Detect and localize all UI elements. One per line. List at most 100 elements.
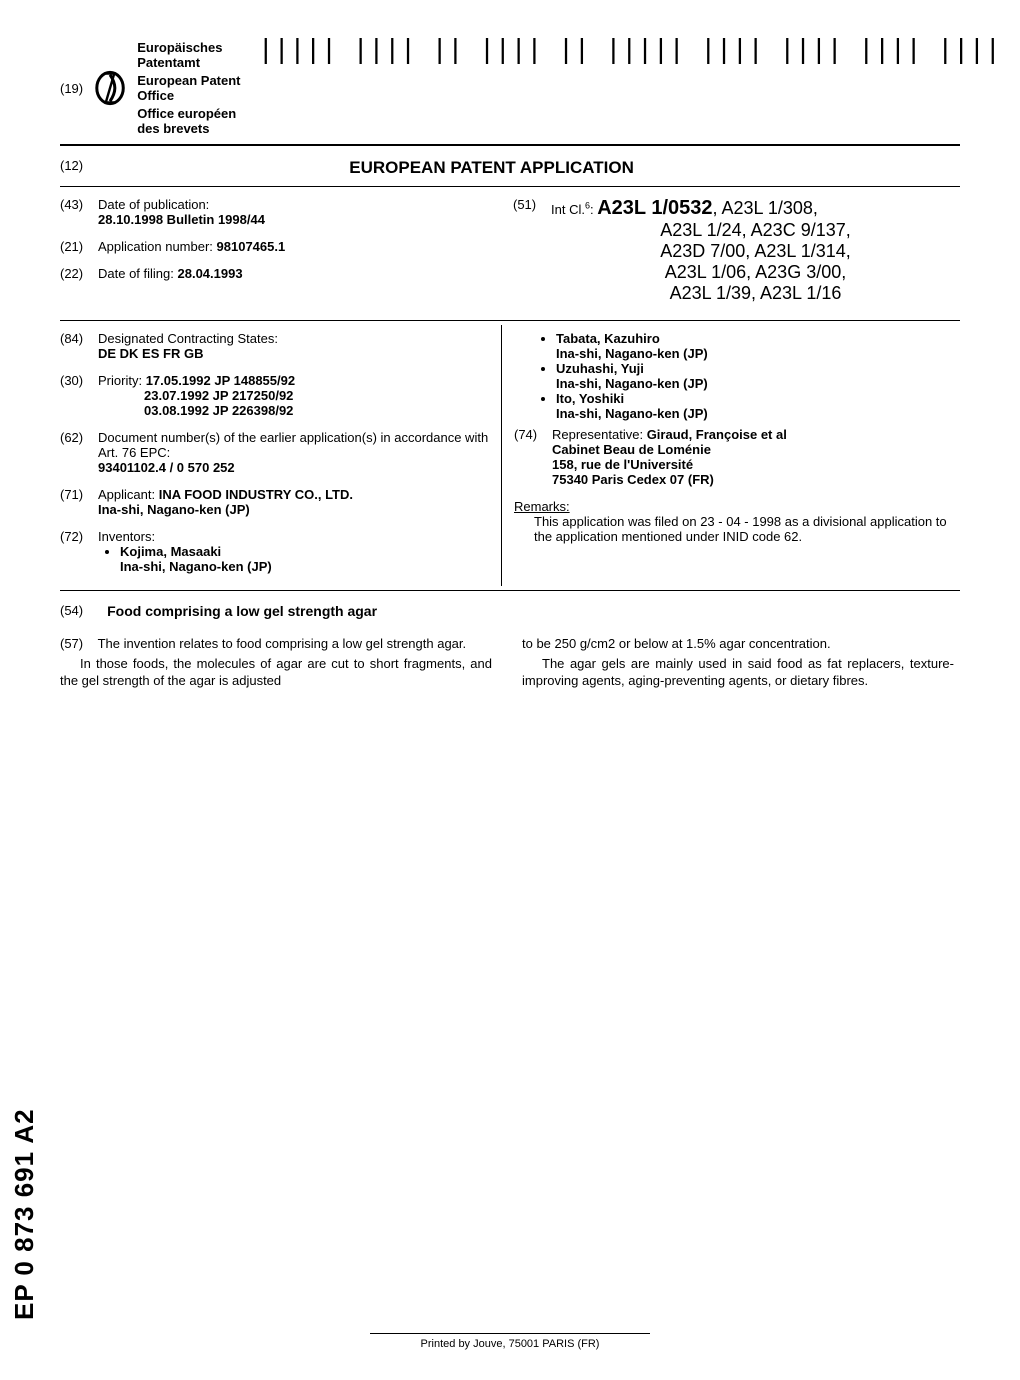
code-54: (54) [60, 603, 83, 619]
list-item: Tabata, Kazuhiro Ina-shi, Nagano-ken (JP… [556, 331, 960, 361]
label-72: Inventors: [98, 529, 489, 544]
abstract-p4: The agar gels are mainly used in said fo… [522, 655, 954, 690]
biblio-middle-left: (84) Designated Contracting States: DE D… [60, 325, 501, 586]
intcl-rest1: , A23L 1/308, [713, 198, 818, 218]
rep-line4: 75340 Paris Cedex 07 (FR) [552, 472, 960, 487]
code-84: (84) [60, 331, 92, 361]
entry-84: (84) Designated Contracting States: DE D… [60, 331, 489, 361]
divider-line [60, 590, 960, 591]
list-item: Ito, Yoshiki Ina-shi, Nagano-ken (JP) [556, 391, 960, 421]
remarks-text: This application was filed on 23 - 04 - … [514, 514, 960, 544]
footer-text: Printed by Jouve, 75001 PARIS (FR) [421, 1338, 600, 1350]
abstract: (57) The invention relates to food compr… [60, 635, 960, 692]
inventor-name: Ito, Yoshiki [556, 391, 624, 406]
divider-line [60, 186, 960, 187]
entry-43: (43) Date of publication: 28.10.1998 Bul… [60, 197, 489, 227]
title-row: (12) EUROPEAN PATENT APPLICATION [60, 158, 960, 178]
rep-name: Giraud, Françoise et al [647, 427, 787, 442]
value-71b: Ina-shi, Nagano-ken (JP) [98, 502, 489, 517]
code-12: (12) [60, 158, 83, 178]
inventor-name: Tabata, Kazuhiro [556, 331, 660, 346]
biblio-top: (43) Date of publication: 28.10.1998 Bul… [60, 191, 960, 316]
barcode-column: ||||| |||| || |||| || ||||| |||| |||| ||… [257, 40, 1020, 101]
priority-2: 23.07.1992 JP 217250/92 [98, 388, 489, 403]
inventors-list-right: Tabata, Kazuhiro Ina-shi, Nagano-ken (JP… [542, 331, 960, 421]
entry-22: (22) Date of filing: 28.04.1993 [60, 266, 489, 281]
entry-30: (30) Priority: 17.05.1992 JP 148855/92 2… [60, 373, 489, 418]
inventor-name: Kojima, Masaaki [120, 544, 221, 559]
label-22: Date of filing: [98, 266, 174, 281]
code-62: (62) [60, 430, 92, 475]
abstract-p1: The invention relates to food comprising… [98, 636, 467, 651]
code-19: (19) [60, 81, 83, 96]
section-54: (54) Food comprising a low gel strength … [60, 603, 960, 619]
office-names: Europäisches Patentamt European Patent O… [137, 40, 242, 136]
abstract-col-left: (57) The invention relates to food compr… [60, 635, 492, 692]
value-43: 28.10.1998 Bulletin 1998/44 [98, 212, 489, 227]
header: (19) Europäisches Patentamt European Pat… [60, 40, 960, 136]
entry-74: (74) Representative: Giraud, Françoise e… [514, 427, 960, 487]
priority-1: 17.05.1992 JP 148855/92 [146, 373, 295, 388]
office-de: Europäisches Patentamt [137, 40, 242, 70]
label-74: Representative: [552, 427, 643, 442]
intcl-line4: A23L 1/06, A23G 3/00, [551, 262, 960, 283]
biblio-middle-right: Tabata, Kazuhiro Ina-shi, Nagano-ken (JP… [501, 325, 960, 586]
entry-51: (51) Int Cl.6: A23L 1/0532, A23L 1/308, … [513, 197, 960, 304]
value-22: 28.04.1993 [178, 266, 243, 281]
intcl-line5: A23L 1/39, A23L 1/16 [551, 283, 960, 304]
abstract-p2: In those foods, the molecules of agar ar… [60, 655, 492, 690]
biblio-middle: (84) Designated Contracting States: DE D… [60, 325, 960, 586]
remarks-block: Remarks: This application was filed on 2… [514, 499, 960, 544]
logo-cell: (19) Europäisches Patentamt European Pat… [60, 40, 242, 136]
remarks-label: Remarks: [514, 499, 570, 514]
side-publication-number: EP 0 873 691 A2 [9, 1108, 40, 1320]
invention-title: Food comprising a low gel strength agar [107, 603, 377, 619]
code-71: (71) [60, 487, 92, 517]
rep-line2: Cabinet Beau de Loménie [552, 442, 960, 457]
office-fr: Office européen des brevets [137, 106, 242, 136]
code-22: (22) [60, 266, 92, 281]
label-43: Date of publication: [98, 197, 489, 212]
biblio-top-right: (51) Int Cl.6: A23L 1/0532, A23L 1/308, … [501, 191, 960, 316]
label-21: Application number: [98, 239, 213, 254]
code-30: (30) [60, 373, 92, 418]
priority-3: 03.08.1992 JP 226398/92 [98, 403, 489, 418]
divider-line [60, 144, 960, 146]
entry-71: (71) Applicant: INA FOOD INDUSTRY CO., L… [60, 487, 489, 517]
list-item: Kojima, Masaaki Ina-shi, Nagano-ken (JP) [120, 544, 489, 574]
inventor-address: Ina-shi, Nagano-ken (JP) [556, 346, 708, 361]
code-51: (51) [513, 197, 545, 304]
divider-line [60, 320, 960, 321]
inventor-address: Ina-shi, Nagano-ken (JP) [120, 559, 272, 574]
office-en: European Patent Office [137, 73, 242, 103]
label-62: Document number(s) of the earlier applic… [98, 430, 489, 460]
value-71a: INA FOOD INDUSTRY CO., LTD. [159, 487, 353, 502]
value-62: 93401102.4 / 0 570 252 [98, 460, 489, 475]
value-84: DE DK ES FR GB [98, 346, 489, 361]
abstract-col-right: to be 250 g/cm2 or below at 1.5% agar co… [522, 635, 954, 692]
intcl-line2: A23L 1/24, A23C 9/137, [551, 220, 960, 241]
biblio-top-left: (43) Date of publication: 28.10.1998 Bul… [60, 191, 501, 316]
entry-62: (62) Document number(s) of the earlier a… [60, 430, 489, 475]
inventors-list-left: Kojima, Masaaki Ina-shi, Nagano-ken (JP) [106, 544, 489, 574]
footer: Printed by Jouve, 75001 PARIS (FR) [0, 1333, 1020, 1350]
application-title: EUROPEAN PATENT APPLICATION [113, 158, 960, 178]
intcl-main: A23L 1/0532 [597, 197, 712, 219]
label-71: Applicant: [98, 487, 155, 502]
inventor-name: Uzuhashi, Yuji [556, 361, 644, 376]
epo-logo-icon [95, 60, 125, 116]
label-51: Int Cl. [551, 202, 585, 217]
intcl-line3: A23D 7/00, A23L 1/314, [551, 241, 960, 262]
pubnum-row: (11) EP 0 873 691 A2 [257, 70, 1020, 101]
code-43: (43) [60, 197, 92, 227]
list-item: Uzuhashi, Yuji Ina-shi, Nagano-ken (JP) [556, 361, 960, 391]
inventor-address: Ina-shi, Nagano-ken (JP) [556, 406, 708, 421]
value-21: 98107465.1 [217, 239, 286, 254]
abstract-p3: to be 250 g/cm2 or below at 1.5% agar co… [522, 635, 954, 653]
code-72: (72) [60, 529, 92, 574]
code-74: (74) [514, 427, 546, 487]
barcode-icon: ||||| |||| || |||| || ||||| |||| |||| ||… [257, 40, 1020, 64]
code-21: (21) [60, 239, 92, 254]
footer-divider [370, 1333, 650, 1334]
inventor-address: Ina-shi, Nagano-ken (JP) [556, 376, 708, 391]
